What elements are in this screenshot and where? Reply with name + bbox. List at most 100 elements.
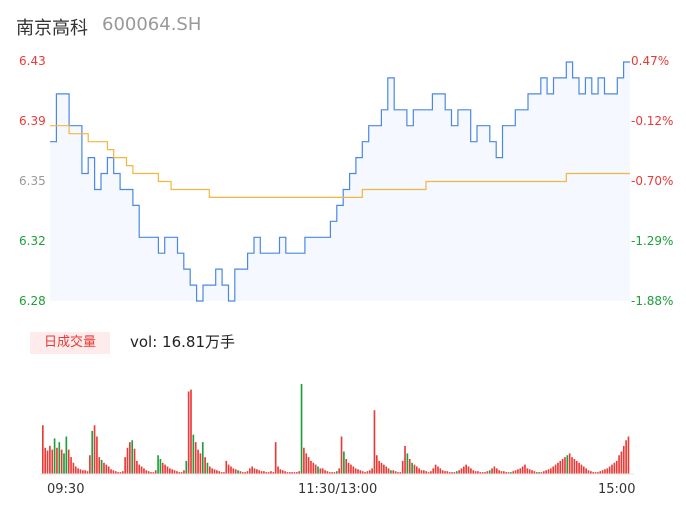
volume-bar xyxy=(373,410,376,474)
volume-bar xyxy=(317,466,319,474)
volume-bar xyxy=(166,466,169,474)
volume-bar xyxy=(524,464,526,475)
volume-bar xyxy=(601,470,604,474)
volume-bar xyxy=(371,468,373,475)
volume-bar xyxy=(312,462,315,474)
volume-bar xyxy=(552,466,555,474)
volume-bar xyxy=(265,472,268,475)
volume-bar xyxy=(495,468,498,475)
volume-bar xyxy=(336,471,338,474)
volume-bar xyxy=(267,472,270,475)
volume-bar xyxy=(507,472,510,475)
volume-bar xyxy=(197,449,199,475)
volume-bar xyxy=(521,466,524,474)
volume-bar xyxy=(53,438,56,475)
volume-bar xyxy=(481,472,484,475)
volume-bar xyxy=(542,471,545,474)
volume-label: vol: 16.81万手 xyxy=(130,333,235,351)
volume-bar xyxy=(390,470,392,474)
volume-bar xyxy=(594,472,597,475)
volume-bar xyxy=(296,472,298,475)
volume-bar xyxy=(597,472,599,475)
volume-bar xyxy=(465,464,468,475)
volume-bar xyxy=(455,471,458,474)
volume-bar xyxy=(359,470,362,474)
volume-bar xyxy=(399,472,402,475)
volume-bar xyxy=(608,466,611,474)
volume-bar xyxy=(46,450,49,474)
volume-bar xyxy=(253,468,256,475)
volume-bar xyxy=(112,470,115,474)
volume-bar xyxy=(420,470,423,474)
volume-bar xyxy=(394,471,397,474)
volume-bar xyxy=(136,460,138,475)
volume-bar xyxy=(258,470,261,474)
volume-bar xyxy=(427,472,430,475)
volume-bar xyxy=(49,445,51,475)
volume-bar xyxy=(573,459,576,474)
x-tick: 09:30 xyxy=(47,482,85,497)
y-left-tick: 6.35 xyxy=(19,174,46,188)
volume-bar xyxy=(479,472,482,475)
volume-bar xyxy=(300,384,303,474)
volume-bar xyxy=(463,466,465,474)
volume-bar xyxy=(277,466,279,474)
volume-bar xyxy=(220,472,223,475)
volume-bar xyxy=(199,453,202,475)
volume-bar xyxy=(368,470,371,474)
volume-bar xyxy=(42,425,44,474)
volume-bar xyxy=(190,389,192,475)
volume-bar xyxy=(446,471,449,474)
y-left-tick: 6.32 xyxy=(19,234,46,248)
volume-bar xyxy=(326,471,329,474)
volume-bar xyxy=(303,447,305,474)
volume-bar xyxy=(126,447,129,474)
volume-bar xyxy=(380,462,383,474)
volume-bar xyxy=(44,447,46,474)
x-tick: 11:30/13:00 xyxy=(298,482,378,497)
volume-bar xyxy=(307,457,310,475)
volume-bar xyxy=(159,459,162,474)
y-right-tick: -1.29% xyxy=(631,234,674,248)
volume-badge[interactable]: 日成交量 xyxy=(30,332,110,354)
volume-bar xyxy=(580,464,583,475)
volume-bar xyxy=(185,460,188,475)
volume-bar xyxy=(477,471,479,474)
volume-bar xyxy=(451,472,453,475)
volume-bar xyxy=(208,466,211,474)
y-left-tick: 6.28 xyxy=(19,294,46,308)
volume-bar xyxy=(439,468,442,475)
volume-bar xyxy=(67,449,70,475)
volume-bar xyxy=(627,436,630,474)
volume-bar xyxy=(585,468,587,475)
volume-bar xyxy=(331,472,333,475)
volume-bar xyxy=(418,468,420,475)
volume-bar xyxy=(406,453,409,475)
volume-bar xyxy=(430,471,432,474)
volume-bar xyxy=(385,466,388,474)
volume-bar xyxy=(227,464,230,475)
volume-bar xyxy=(319,468,322,475)
volume-bar xyxy=(223,472,225,475)
volume-bar xyxy=(194,442,197,475)
volume-bar xyxy=(620,451,623,474)
volume-bar xyxy=(413,464,416,475)
volume-bar xyxy=(241,472,244,475)
volume-bar xyxy=(98,457,101,475)
volume-bar xyxy=(540,472,543,475)
volume-bar xyxy=(582,466,585,474)
volume-bar xyxy=(502,471,505,474)
volume-bar xyxy=(444,471,446,474)
volume-bar xyxy=(488,470,491,474)
volume-bar xyxy=(397,472,399,475)
volume-bar xyxy=(347,462,350,474)
volume-bar xyxy=(103,462,105,474)
volume-bar xyxy=(72,462,75,474)
volume-bar xyxy=(314,464,317,475)
volume-bar xyxy=(571,457,573,475)
volume-bar xyxy=(140,466,143,474)
volume-bar xyxy=(310,460,312,475)
volume-bar xyxy=(615,460,618,475)
volume-bar xyxy=(110,469,112,474)
volume-bar xyxy=(470,468,472,475)
